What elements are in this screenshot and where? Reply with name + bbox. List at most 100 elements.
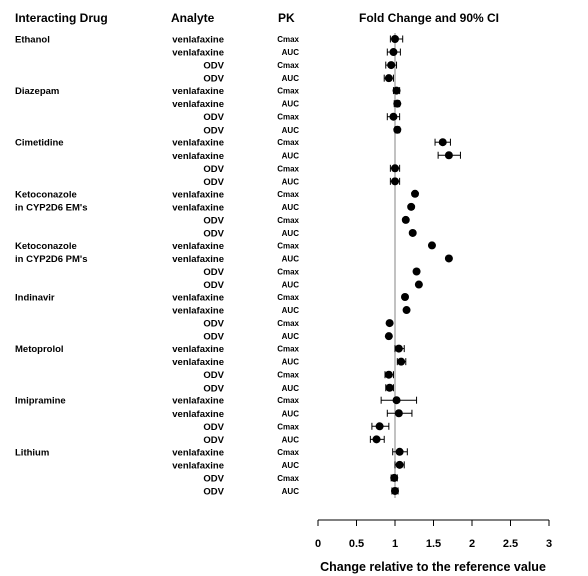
analyte-label: ODV bbox=[203, 422, 224, 433]
analyte-label: ODV bbox=[203, 61, 224, 72]
pk-label: Cmax bbox=[277, 474, 299, 483]
point-estimate bbox=[444, 151, 453, 160]
point-estimate bbox=[391, 35, 399, 43]
marks-layer bbox=[369, 35, 461, 495]
pk-label: AUC bbox=[282, 229, 300, 238]
x-tick-label: 3 bbox=[546, 538, 552, 550]
pk-label: Cmax bbox=[277, 345, 299, 354]
pk-label: Cmax bbox=[277, 190, 299, 199]
point-estimate bbox=[389, 112, 398, 121]
analyte-label: ODV bbox=[203, 177, 224, 188]
pk-label: AUC bbox=[282, 435, 300, 444]
analyte-label: ODV bbox=[203, 112, 224, 123]
pk-label: AUC bbox=[282, 151, 300, 160]
point-estimate bbox=[390, 473, 399, 482]
pk-label: AUC bbox=[282, 332, 300, 341]
analyte-label: ODV bbox=[203, 383, 224, 394]
analyte-label: venlafaxine bbox=[172, 357, 224, 368]
pk-label: Cmax bbox=[277, 164, 299, 173]
analyte-label: ODV bbox=[203, 280, 224, 291]
analyte-label: ODV bbox=[203, 435, 224, 446]
point-estimate bbox=[401, 215, 410, 224]
pk-label: AUC bbox=[282, 461, 300, 470]
x-axis: 0 0.5 1 1.5 2 2.5 3 bbox=[315, 519, 552, 550]
header-interacting-drug: Interacting Drug bbox=[15, 11, 108, 25]
point-estimate bbox=[384, 74, 393, 83]
drug-label: Imipramine bbox=[15, 396, 66, 407]
point-estimate bbox=[392, 396, 401, 405]
analyte-label: venlafaxine bbox=[172, 344, 224, 355]
chart-title: Fold Change and 90% CI bbox=[359, 11, 499, 25]
point-estimate bbox=[385, 319, 394, 328]
header-analyte: Analyte bbox=[171, 11, 215, 25]
analyte-label: venlafaxine bbox=[172, 35, 224, 46]
drug-label: in CYP2D6 PM's bbox=[15, 254, 87, 265]
point-estimate bbox=[395, 460, 404, 469]
analyte-label: ODV bbox=[203, 74, 224, 85]
analyte-label: venlafaxine bbox=[172, 86, 224, 97]
pk-label: AUC bbox=[282, 126, 300, 135]
point-estimate bbox=[391, 164, 399, 173]
point-estimate bbox=[375, 422, 384, 431]
drug-label: Metoprolol bbox=[15, 344, 64, 355]
analyte-label: venlafaxine bbox=[172, 99, 224, 110]
x-tick-label: 1 bbox=[392, 538, 398, 550]
drug-label: in CYP2D6 EM's bbox=[15, 202, 87, 213]
point-estimate bbox=[412, 267, 421, 276]
header-pk: PK bbox=[278, 11, 295, 25]
pk-label: AUC bbox=[282, 74, 300, 83]
point-estimate bbox=[401, 293, 410, 301]
pk-label: Cmax bbox=[277, 448, 299, 457]
pk-label: Cmax bbox=[277, 396, 299, 405]
drug-label: Indinavir bbox=[15, 293, 55, 304]
analyte-label: ODV bbox=[203, 215, 224, 226]
pk-label: AUC bbox=[282, 281, 300, 290]
pk-label: Cmax bbox=[277, 113, 299, 122]
analyte-label: ODV bbox=[203, 125, 224, 136]
point-estimate bbox=[394, 409, 403, 418]
analyte-label: venlafaxine bbox=[172, 48, 224, 59]
analyte-label: ODV bbox=[203, 228, 224, 239]
x-axis-label: Change relative to the reference value bbox=[320, 560, 546, 574]
drug-label: Cimetidine bbox=[15, 138, 64, 149]
analyte-label: venlafaxine bbox=[172, 202, 224, 213]
pk-label: AUC bbox=[282, 409, 300, 418]
analyte-label: venlafaxine bbox=[172, 151, 224, 162]
drug-label: Diazepam bbox=[15, 86, 59, 97]
drug-label: Ketoconazole bbox=[15, 241, 77, 252]
rows-layer: Ethanol venlafaxine Cmax venlafaxine AUC ODV C… bbox=[15, 35, 300, 498]
point-estimate bbox=[393, 99, 402, 108]
point-estimate bbox=[438, 138, 447, 147]
x-tick-label: 0 bbox=[315, 538, 321, 550]
pk-label: AUC bbox=[282, 203, 300, 212]
point-estimate bbox=[392, 86, 401, 95]
x-tick-label: 2.5 bbox=[503, 538, 518, 550]
pk-label: Cmax bbox=[277, 61, 299, 70]
analyte-label: ODV bbox=[203, 319, 224, 330]
point-estimate bbox=[411, 189, 420, 198]
x-tick-label: 0.5 bbox=[349, 538, 364, 550]
x-tick-label: 2 bbox=[469, 538, 475, 550]
pk-label: Cmax bbox=[277, 138, 299, 147]
analyte-label: venlafaxine bbox=[172, 460, 224, 471]
pk-label: Cmax bbox=[277, 319, 299, 328]
analyte-label: venlafaxine bbox=[172, 306, 224, 317]
pk-label: Cmax bbox=[277, 293, 299, 302]
x-tick-label: 1.5 bbox=[426, 538, 441, 550]
point-estimate bbox=[385, 383, 394, 392]
pk-label: AUC bbox=[282, 48, 300, 57]
analyte-label: ODV bbox=[203, 332, 224, 343]
analyte-label: venlafaxine bbox=[172, 189, 224, 200]
point-estimate bbox=[372, 435, 381, 444]
point-estimate bbox=[427, 241, 436, 250]
pk-label: AUC bbox=[282, 177, 300, 186]
pk-label: AUC bbox=[282, 384, 300, 393]
point-estimate bbox=[444, 254, 453, 263]
analyte-label: venlafaxine bbox=[172, 396, 224, 407]
pk-label: AUC bbox=[282, 358, 300, 367]
analyte-label: venlafaxine bbox=[172, 254, 224, 265]
drug-label: Ethanol bbox=[15, 35, 50, 46]
point-estimate bbox=[395, 447, 404, 456]
pk-label: Cmax bbox=[277, 371, 299, 380]
